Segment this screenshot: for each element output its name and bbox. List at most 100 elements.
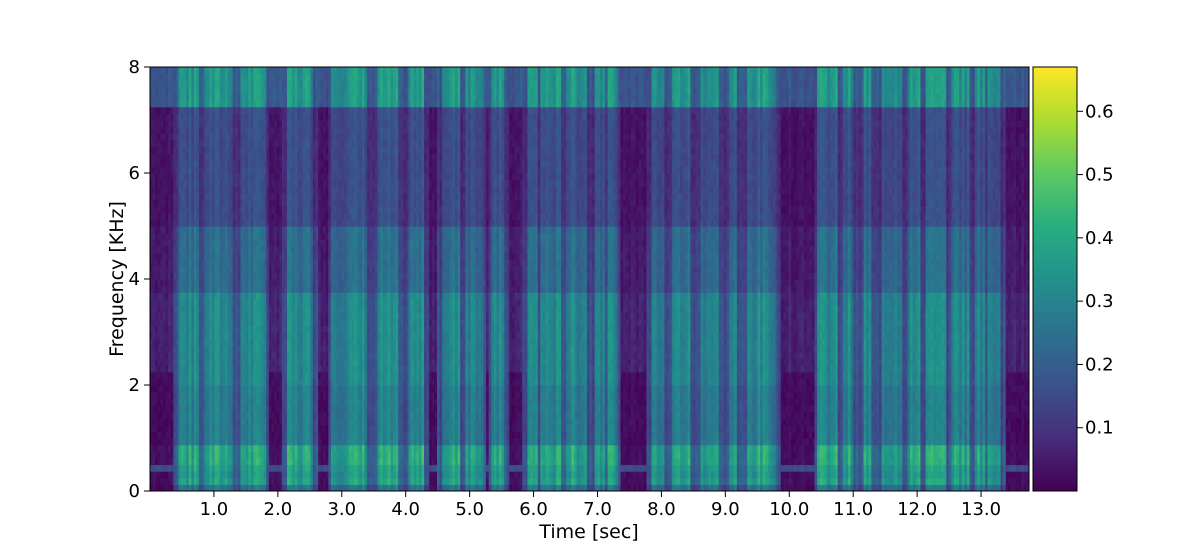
spectrogram-cell	[191, 411, 195, 419]
spectrogram-cell	[191, 139, 195, 148]
spectrogram-cell	[162, 305, 167, 313]
spectrogram-cell	[188, 411, 192, 419]
spectrogram-cell	[206, 73, 211, 81]
spectrogram-cell	[222, 371, 226, 379]
spectrogram-cell	[155, 451, 159, 459]
spectrogram-cell	[217, 159, 221, 167]
spectrogram-cell	[219, 113, 223, 121]
spectrogram-cell	[232, 305, 236, 313]
spectrogram-cell	[157, 398, 161, 406]
spectrogram-cell	[206, 444, 211, 452]
spectrogram-cell	[160, 67, 164, 75]
spectrogram-cell	[196, 358, 200, 366]
spectrogram-cell	[243, 305, 247, 313]
spectrogram-cell	[222, 391, 226, 399]
spectrogram-cell	[165, 431, 169, 439]
spectrogram-cell	[186, 139, 190, 148]
spectrogram-cell	[214, 219, 218, 227]
spectrogram-cell	[235, 239, 239, 247]
spectrogram-cell	[232, 86, 236, 95]
spectrogram-cell	[165, 212, 169, 220]
spectrogram-cell	[168, 484, 172, 491]
spectrogram-cell	[173, 285, 177, 293]
spectrogram-cell	[237, 199, 242, 207]
spectrogram-cell	[209, 312, 213, 320]
spectrogram-cell	[152, 226, 156, 234]
spectrogram-cell	[193, 305, 198, 313]
spectrogram-cell	[157, 199, 161, 207]
spectrogram-cell	[222, 93, 226, 101]
spectrogram-cell	[237, 398, 242, 406]
spectrogram-cell	[224, 391, 229, 399]
spectrogram-cell	[191, 73, 195, 81]
spectrogram-cell	[243, 332, 247, 340]
spectrogram-cell	[160, 212, 164, 220]
spectrogram-cell	[222, 272, 226, 280]
spectrogram-cell	[191, 80, 195, 88]
spectrogram-cell	[230, 179, 234, 187]
spectrogram-cell	[201, 192, 205, 201]
spectrogram-cell	[217, 365, 221, 373]
spectrogram-cell	[232, 444, 236, 452]
spectrogram-cell	[175, 93, 180, 101]
spectrogram-cell	[222, 378, 226, 386]
spectrogram-cell	[173, 159, 177, 167]
spectrogram-cell	[178, 113, 182, 121]
spectrogram-cell	[157, 272, 161, 280]
spectrogram-cell	[232, 265, 236, 273]
spectrogram-cell	[157, 245, 161, 254]
spectrogram-cell	[206, 153, 211, 161]
spectrogram-cell	[170, 80, 174, 88]
spectrogram-cell	[237, 226, 242, 234]
spectrogram-cell	[222, 179, 226, 187]
spectrogram-cell	[191, 93, 195, 101]
spectrogram-cell	[193, 365, 198, 373]
spectrogram-cell	[224, 252, 229, 260]
spectrogram-cell	[160, 391, 164, 399]
spectrogram-cell	[152, 232, 156, 240]
spectrogram-cell	[150, 318, 154, 326]
spectrogram-cell	[230, 146, 234, 154]
spectrogram-cell	[243, 219, 247, 227]
spectrogram-cell	[157, 438, 161, 446]
spectrogram-cell	[230, 226, 234, 234]
spectrogram-cell	[157, 332, 161, 340]
spectrogram-cell	[224, 166, 229, 174]
spectrogram-cell	[235, 93, 239, 101]
spectrogram-cell	[168, 93, 172, 101]
spectrogram-cell	[230, 292, 234, 300]
spectrogram-cell	[209, 199, 213, 207]
spectrogram-cell	[173, 252, 177, 260]
spectrogram-cell	[235, 424, 239, 432]
spectrogram-cell	[230, 378, 234, 386]
spectrogram-cell	[219, 279, 223, 287]
spectrogram-cell	[199, 113, 203, 121]
spectrogram-cell	[237, 292, 242, 300]
spectrogram-cell	[183, 265, 187, 273]
spectrogram-cell	[240, 113, 244, 121]
spectrogram-cell	[160, 312, 164, 320]
spectrogram-cell	[157, 457, 161, 466]
spectrogram-cell	[212, 265, 216, 273]
spectrogram-cell	[157, 477, 161, 485]
spectrogram-cell	[224, 106, 229, 114]
spectrogram-cell	[157, 80, 161, 88]
spectrogram-cell	[170, 385, 174, 393]
spectrogram-cell	[150, 219, 154, 227]
spectrogram-cell	[162, 358, 167, 366]
spectrogram-cell	[222, 338, 226, 346]
spectrogram-cell	[201, 212, 205, 220]
spectrogram-cell	[196, 139, 200, 148]
spectrogram-cell	[206, 93, 211, 101]
spectrogram-cell	[168, 424, 172, 432]
spectrogram-cell	[178, 199, 182, 207]
spectrogram-cell	[173, 226, 177, 234]
spectrogram-cell	[230, 113, 234, 121]
spectrogram-cell	[224, 212, 229, 220]
spectrogram-cell	[219, 73, 223, 81]
spectrogram-cell	[160, 93, 164, 101]
spectrogram-cell	[188, 252, 192, 260]
spectrogram-cell	[227, 113, 231, 121]
spectrogram-cell	[191, 100, 195, 108]
spectrogram-cell	[214, 153, 218, 161]
